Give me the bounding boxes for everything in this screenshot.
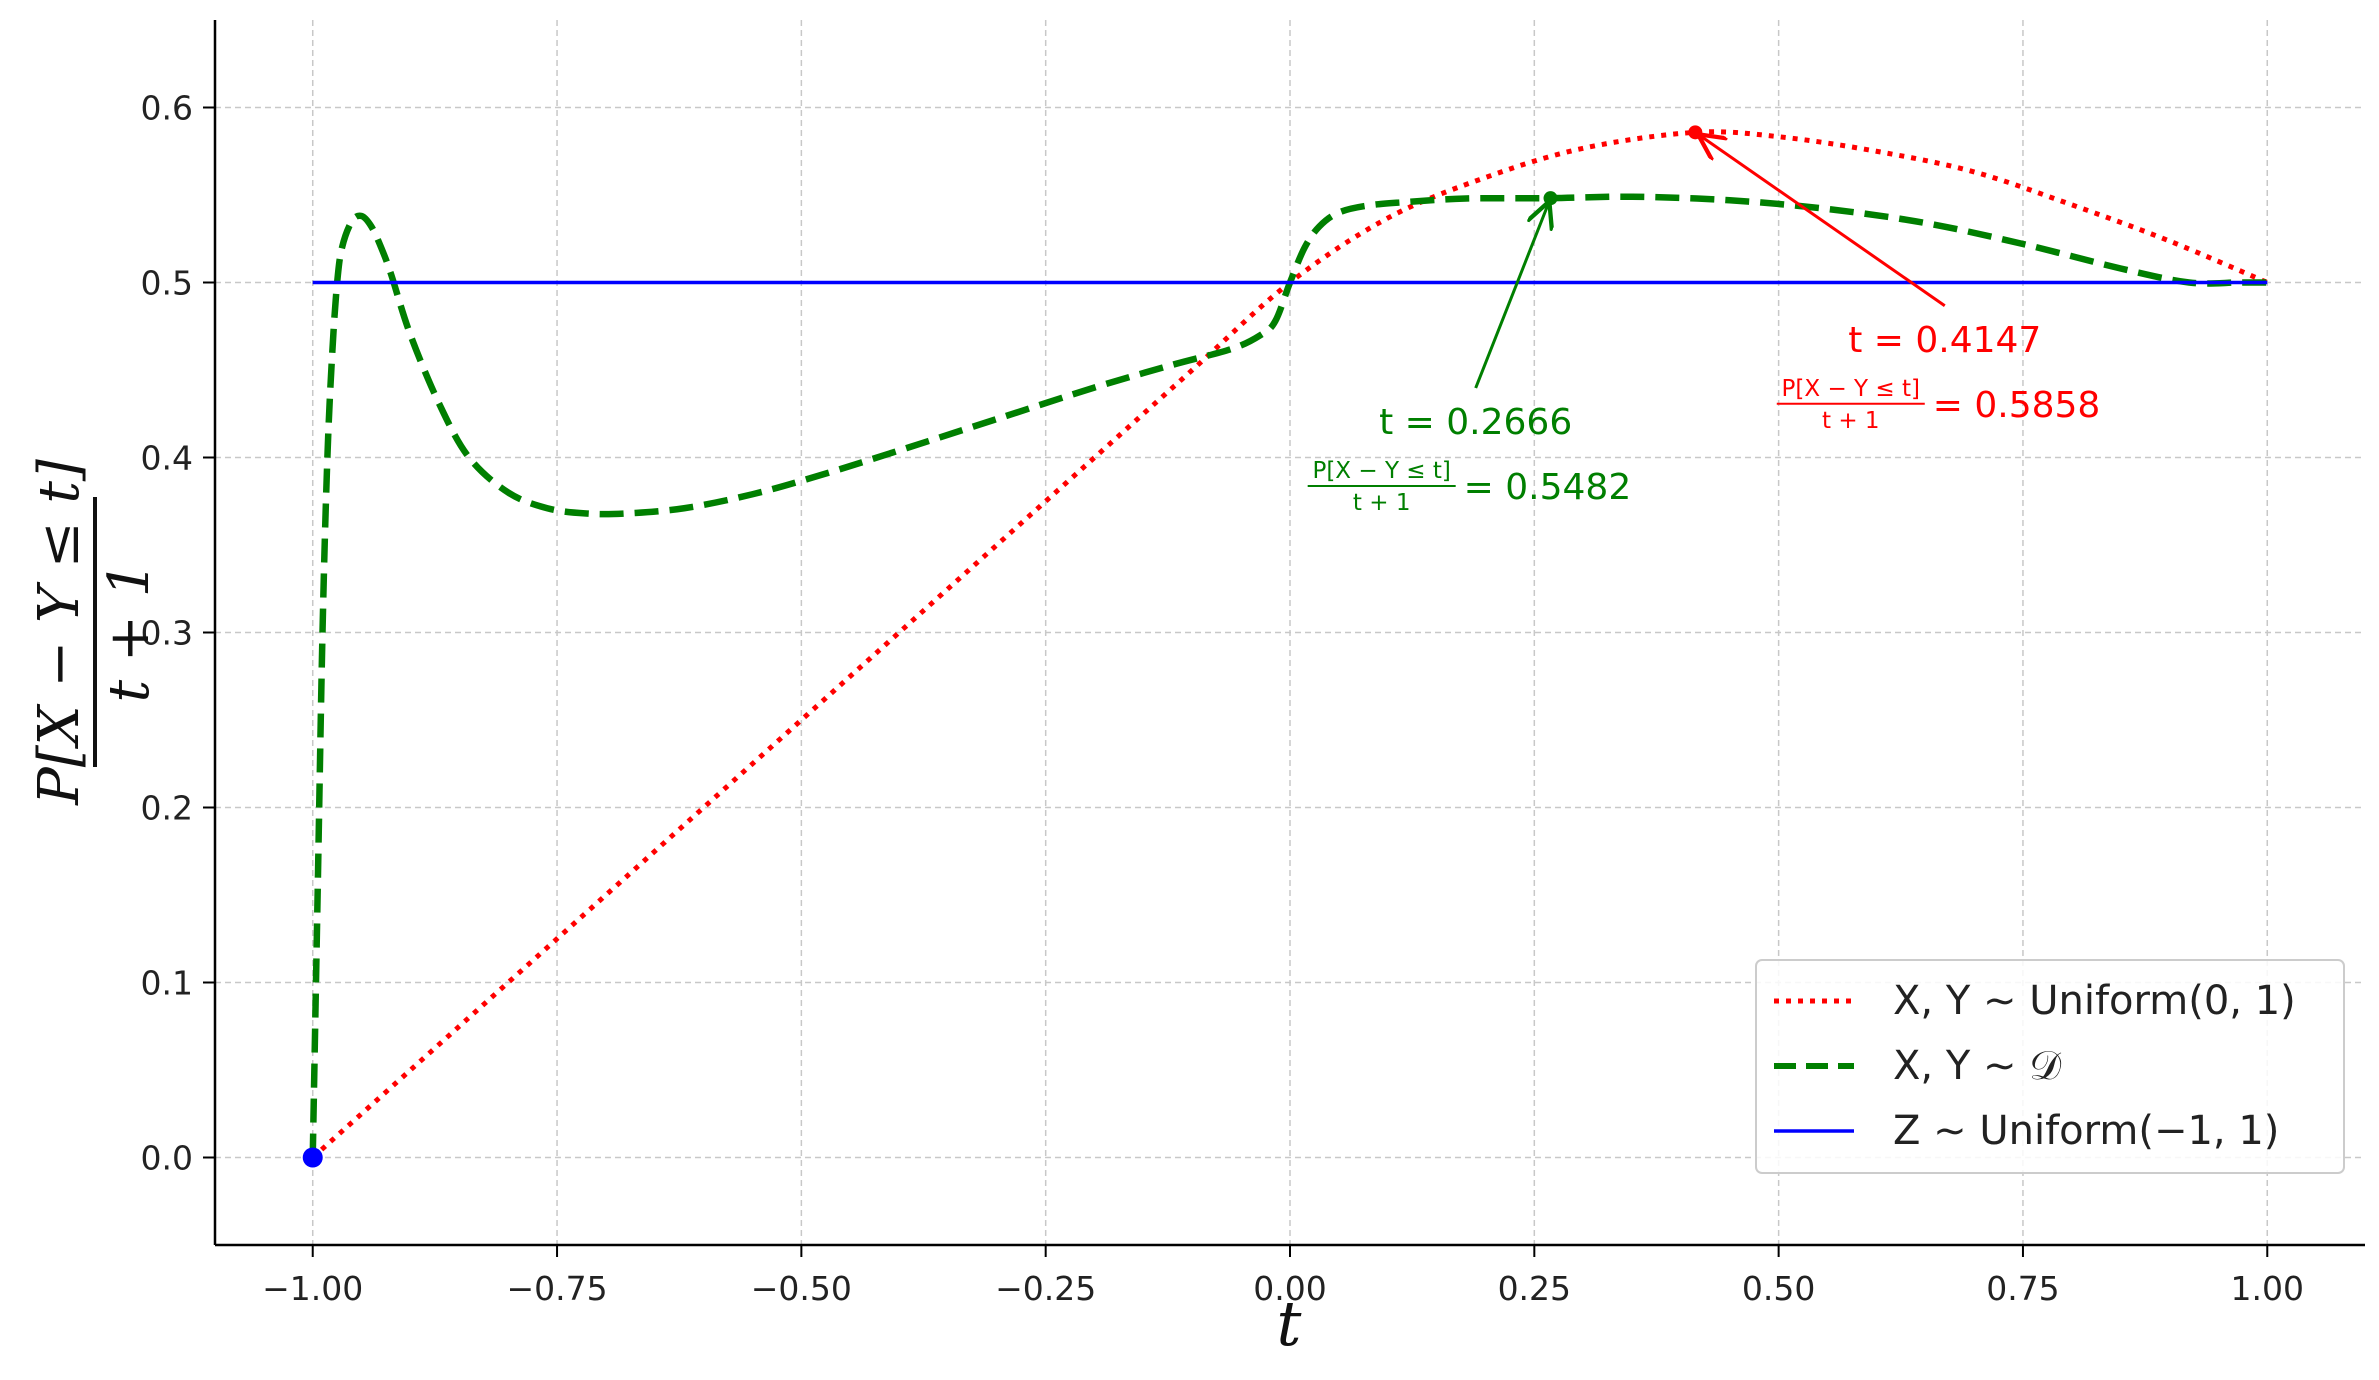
x-tick-label: −0.50 — [751, 1269, 852, 1308]
x-ticks: −1.00 −0.75 −0.50 −0.25 0.00 0.25 0.50 0.75 1.00 — [262, 1245, 2304, 1308]
y-tick-label: 0.1 — [141, 964, 193, 1003]
x-tick-label: 1.00 — [2231, 1269, 2304, 1308]
x-tick-label: 0.25 — [1498, 1269, 1571, 1308]
marker-point — [1543, 191, 1558, 206]
y-tick-label: 0.3 — [141, 614, 193, 653]
legend: X, Y ∼ Uniform(0, 1) X, Y ∼ 𝒟 Z ∼ Unifor… — [1755, 959, 2345, 1174]
annotation-frac-numerator: P[X − Y ≤ t] — [1782, 376, 1920, 402]
legend-label-uniform01: X, Y ∼ Uniform(0, 1) — [1893, 978, 2296, 1024]
legend-label-d: X, Y ∼ 𝒟 — [1893, 1043, 2061, 1089]
x-tick-label: 0.00 — [1253, 1269, 1326, 1308]
legend-box — [1755, 959, 2345, 1174]
series-d-line — [309, 193, 2268, 1158]
annotation-arrow — [1474, 204, 1549, 389]
marker-point — [302, 1147, 323, 1168]
x-axis-title: t — [1277, 1287, 1302, 1360]
x-tick-label: 0.75 — [1986, 1269, 2059, 1308]
x-tick-label: −0.75 — [506, 1269, 607, 1308]
annotation-value: = 0.5858 — [1933, 385, 2101, 426]
x-tick-label: −1.00 — [262, 1269, 363, 1308]
series-layer — [309, 129, 2269, 1160]
y-ticks: 0.0 0.1 0.2 0.3 0.4 0.5 0.6 — [141, 89, 215, 1178]
annotation-t-value: t = 0.2666 — [1379, 402, 1572, 443]
y-axis-title-denominator: t + 1 — [97, 562, 162, 703]
y-tick-label: 0.0 — [141, 1139, 193, 1178]
y-tick-label: 0.5 — [141, 264, 193, 303]
annotation-value: = 0.5482 — [1464, 467, 1632, 508]
annotation-t-value: t = 0.4147 — [1848, 320, 2041, 361]
annotations: t = 0.2666 P[X − Y ≤ t] t + 1 = 0.5482 t = 0… — [1307, 136, 2101, 516]
annotation-frac-denominator: t + 1 — [1353, 490, 1411, 516]
legend-label-uniform-11: Z ∼ Uniform(−1, 1) — [1893, 1108, 2279, 1154]
y-axis-title: P[X − Y ≤ t] t + 1 — [27, 459, 162, 806]
annotation-frac-numerator: P[X − Y ≤ t] — [1312, 458, 1450, 484]
annotation-frac-denominator: t + 1 — [1822, 408, 1880, 434]
annotation-arrow — [1700, 136, 1946, 307]
series-uniform01-line — [311, 129, 2269, 1160]
y-tick-label: 0.6 — [141, 89, 193, 128]
y-tick-label: 0.2 — [141, 789, 193, 828]
x-tick-label: 0.50 — [1742, 1269, 1815, 1308]
y-tick-label: 0.4 — [141, 439, 193, 478]
x-tick-label: −0.25 — [995, 1269, 1096, 1308]
y-axis-title-numerator: P[X − Y ≤ t] — [27, 459, 92, 806]
